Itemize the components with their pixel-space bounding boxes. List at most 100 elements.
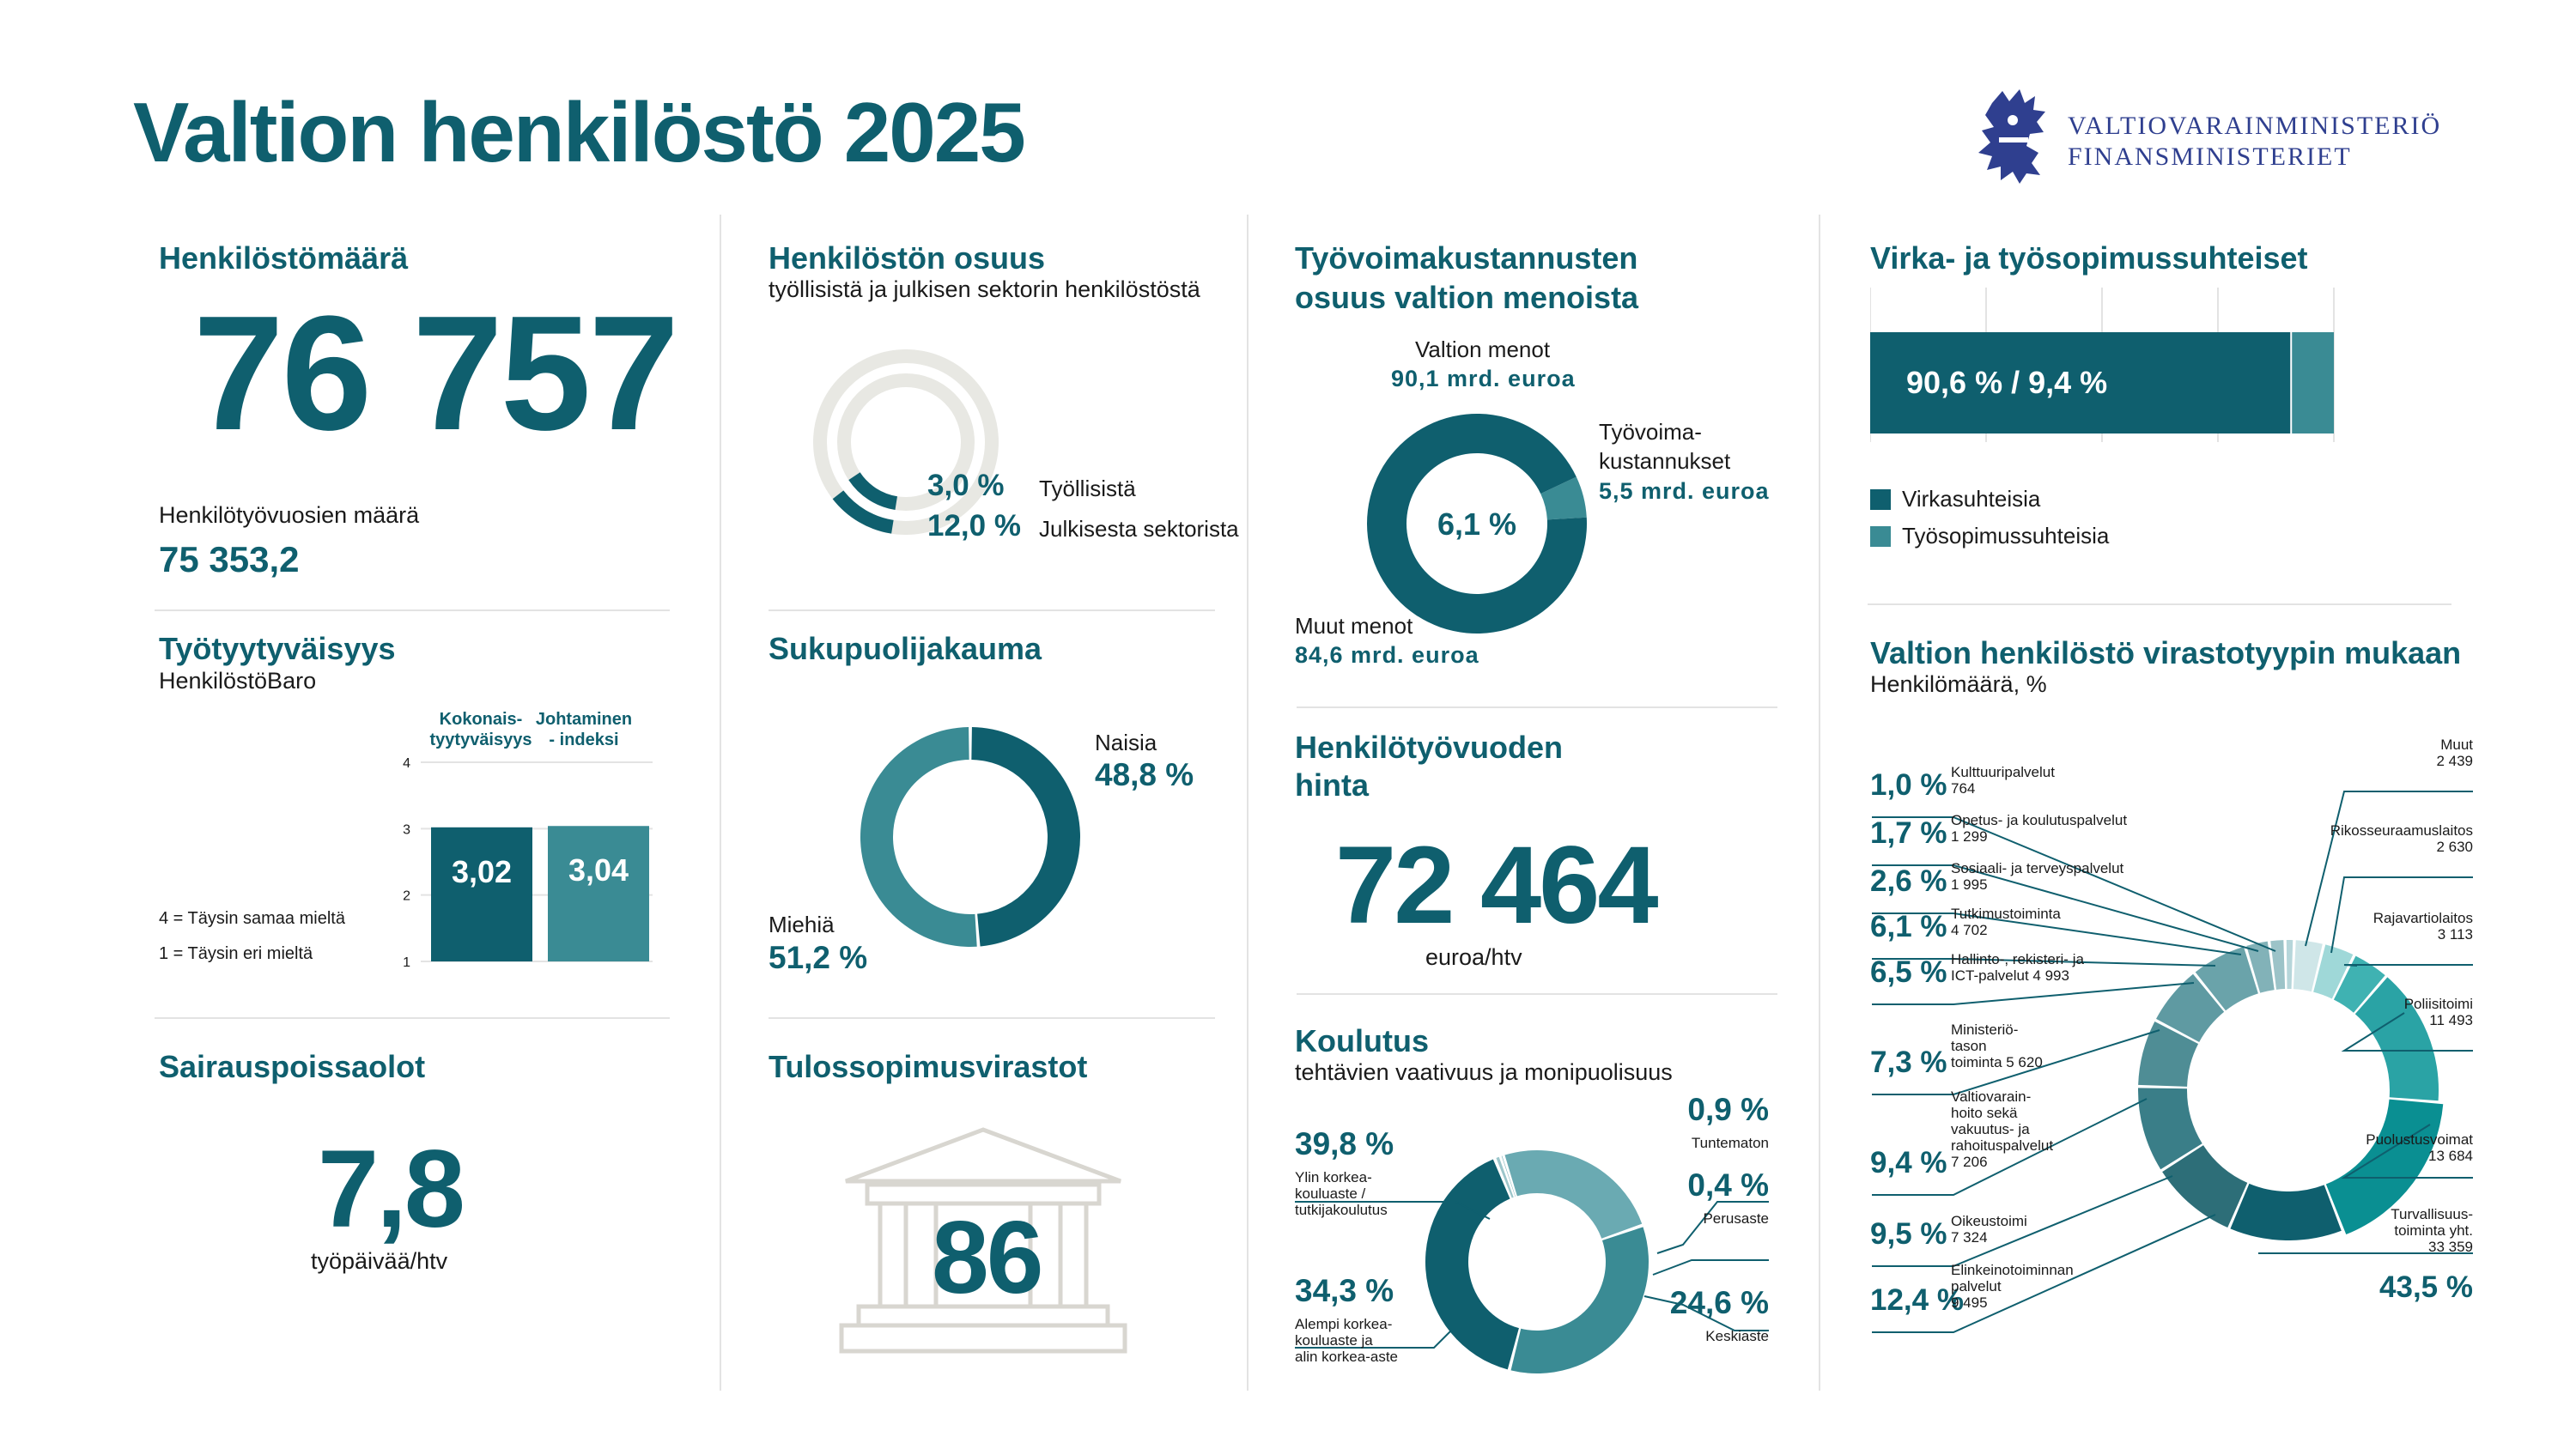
agency-left-1-num: 1 299 (1951, 828, 1988, 845)
costs-total-label: Valtion menot (1415, 336, 1551, 362)
agency-right-3-num: 11 493 (2429, 1012, 2473, 1028)
agency-right-1-num: 2 630 (2436, 839, 2473, 855)
satisfaction-col1-header: Kokonais- tyytyväisyys (429, 709, 532, 750)
satisfaction-title: Työtyytyväisyys (159, 631, 396, 666)
edu-leader-1 (1295, 1330, 1452, 1349)
agency-left-pct-5: 7,3 % (1870, 1046, 1947, 1079)
row-divider (155, 1017, 670, 1019)
row-divider (1297, 993, 1777, 995)
edu-slice-ylin (1425, 1159, 1519, 1370)
edu-label-1-l3: alin korkea-aste (1295, 1349, 1399, 1365)
costs-total-value: 90,1 mrd. euroa (1391, 366, 1576, 391)
satisfaction-col2-header: Johtaminen - indeksi (532, 709, 635, 750)
logo-text-fi: VALTIOVARAINMINISTERIÖ (2068, 112, 2442, 140)
contract-bar-tyosopimus (2292, 332, 2334, 433)
share-label-0: Työllisistä (1039, 476, 1136, 501)
costs-labor-label1: Työvoima- (1599, 419, 1702, 445)
agency-leader-left-5 (1872, 1029, 2160, 1095)
agency-left-6-l4: rahoituspalvelut (1951, 1137, 2054, 1154)
share-ring-track-1 (837, 373, 975, 511)
agency-leader-right-0 (2305, 791, 2473, 947)
cost-slice-other (1367, 414, 1587, 634)
edu-slice-keskiaste (1504, 1150, 1643, 1239)
edu-label-0-l2: kouluaste / (1295, 1185, 1366, 1202)
agency-left-5-l2: tason (1951, 1038, 1987, 1054)
agency-left-8-num: 9 495 (1951, 1294, 1988, 1311)
column-divider (720, 215, 721, 1391)
agency-right-text-3: Poliisitoimi 11 493 (2301, 996, 2473, 1028)
agency-left-4-l1: Hallinto-, rekisteri- ja (1951, 951, 2084, 967)
agency-subtitle: Henkilömäärä, % (1870, 671, 2047, 697)
scale-top-label: 4 = Täysin samaa mieltä (159, 909, 345, 928)
gender-women-label: Naisia (1095, 730, 1157, 755)
edu-value-2: 0,9 % (1687, 1092, 1769, 1127)
agency-right-5-l2: toiminta yht. (2394, 1222, 2473, 1239)
edu-slice-perusaste (1501, 1155, 1516, 1197)
agency-left-text-5: Ministeriö-tason toiminta 5 620 (1951, 1022, 2043, 1070)
agency-slice-3 (2354, 977, 2439, 1101)
contracts-bar-chart (1870, 288, 2335, 442)
cost-slice-labor (1540, 476, 1587, 520)
agency-left-pct-4: 6,5 % (1870, 955, 1947, 989)
row-divider (769, 609, 1215, 611)
agency-leader-left-0 (1872, 816, 2276, 952)
edu-label-1: Alempi korkea- kouluaste ja alin korkea-… (1295, 1316, 1398, 1365)
agency-leader-left-3 (1872, 958, 2216, 967)
row-divider (1868, 603, 2451, 605)
agency-left-0-l1: Kulttuuripalvelut (1951, 764, 2055, 780)
satisfaction-bar-chart: 1 2 3 4 3,02 3,04 (403, 756, 653, 970)
agency-right-2-l1: Rajavartiolaitos (2372, 910, 2473, 926)
edu-label-1-l1: Alempi korkea- (1295, 1316, 1393, 1332)
sick-value: 7,8 (318, 1128, 465, 1251)
agency-slice-6 (2162, 1145, 2248, 1228)
agency-leader-right-3 (2341, 1012, 2473, 1052)
agency-left-pct-7: 9,5 % (1870, 1217, 1947, 1251)
htv-price-unit: euroa/htv (1425, 944, 1522, 970)
edu-label-4: Keskiaste (1705, 1328, 1769, 1344)
agency-left-pct-1: 1,7 % (1870, 816, 1947, 850)
agency-right-0-num: 2 439 (2436, 753, 2473, 769)
edu-leader-4 (1643, 1295, 1769, 1331)
col2-line1: Johtaminen (535, 710, 633, 729)
column-divider (1247, 215, 1249, 1391)
agency-left-2-num: 1 995 (1951, 876, 1988, 893)
agency-slice-9 (2156, 973, 2225, 1042)
col1-line1: Kokonais- (439, 710, 523, 729)
gender-men-value: 51,2 % (769, 940, 868, 975)
costs-labor-value: 5,5 mrd. euroa (1599, 478, 1770, 504)
share-ring-value-0 (832, 490, 894, 534)
agency-right-text-5: Turvallisuus-toiminta yht. 33 359 (2301, 1206, 2473, 1255)
sat-ytick-1: 1 (403, 955, 410, 970)
results-title: Tulossopimusvirastot (769, 1049, 1088, 1084)
edu-leader-2 (1656, 1201, 1769, 1254)
share-rings-chart (813, 349, 999, 535)
costs-other-value: 84,6 mrd. euroa (1295, 642, 1479, 668)
share-value-1: 12,0 % (927, 509, 1021, 543)
sat-bar-label-1: 3,04 (568, 852, 629, 888)
agency-left-8-l2: palvelut (1951, 1278, 2002, 1294)
gender-slice-women (971, 727, 1080, 947)
agency-left-text-2: Sosiaali- ja terveyspalvelut 1 995 (1951, 860, 2123, 893)
agency-left-pct-2: 2,6 % (1870, 864, 1947, 898)
government-building-icon (839, 1127, 1127, 1354)
edu-label-0-l1: Ylin korkea- (1295, 1169, 1372, 1185)
agency-slice-11 (2246, 941, 2275, 993)
share-subtitle: työllisistä ja julkisen sektorin henkilö… (769, 276, 1200, 302)
contracts-bar-label: 90,6 % / 9,4 % (1906, 365, 2108, 400)
agency-right-1-l1: Rikosseuraamuslaitos (2330, 822, 2473, 839)
legend-swatch-tyosopimus (1870, 526, 1891, 547)
agency-slice-12 (2270, 940, 2286, 990)
agency-left-8-l1: Elinkeinotoiminnan (1951, 1262, 2074, 1278)
agency-right-4-l1: Puolustusvoimat (2366, 1131, 2473, 1148)
agency-right-text-0: Muut 2 439 (2301, 737, 2473, 769)
agency-left-0-num: 764 (1951, 780, 1976, 797)
agency-slice-4 (2325, 1099, 2444, 1235)
col1-line2: tyytyväisyys (429, 731, 532, 749)
education-subtitle: tehtävien vaativuus ja monipuolisuus (1295, 1059, 1673, 1085)
agency-left-pct-3: 6,1 % (1870, 910, 1947, 943)
agency-slice-0 (2293, 940, 2323, 992)
edu-value-0: 39,8 % (1295, 1126, 1394, 1161)
education-title: Koulutus (1295, 1023, 1429, 1058)
gender-title: Sukupuolijakauma (769, 631, 1042, 666)
share-value-0: 3,0 % (927, 469, 1005, 502)
